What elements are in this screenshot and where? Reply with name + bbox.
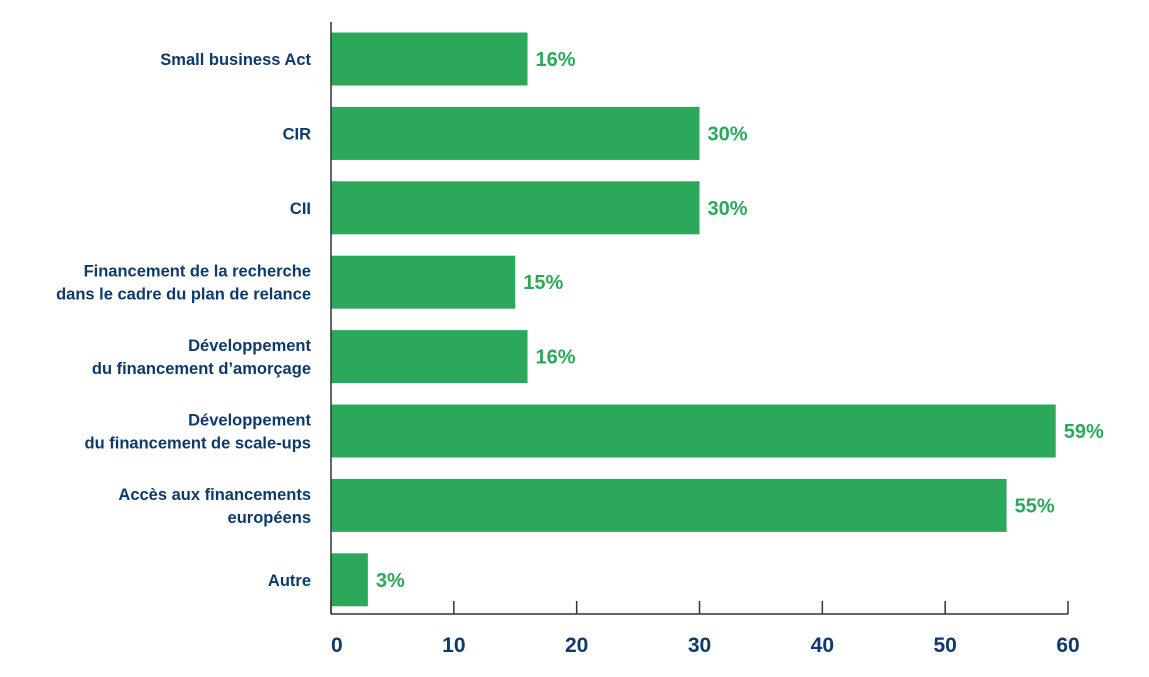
x-tick-label: 30 — [688, 634, 711, 657]
value-label: 16% — [536, 49, 576, 71]
value-label: 15% — [523, 272, 563, 294]
x-tick-label: 10 — [442, 634, 465, 657]
bar — [331, 32, 528, 86]
value-label: 30% — [708, 198, 748, 220]
bar — [331, 106, 700, 160]
x-tick-label: 60 — [1056, 634, 1079, 657]
x-tick-label: 50 — [933, 634, 956, 657]
category-label: CII — [290, 200, 311, 218]
category-label: Accès aux financements — [118, 486, 311, 504]
value-label: 3% — [376, 570, 405, 592]
bar — [331, 181, 700, 235]
category-label: dans le cadre du plan de relance — [56, 286, 311, 304]
category-label: Développement — [188, 337, 311, 355]
value-label: 16% — [536, 347, 576, 369]
bar — [331, 404, 1056, 458]
value-label: 59% — [1064, 421, 1104, 443]
value-labels: 16% 30% 30% 15% 16% 59% 55% 3% — [376, 49, 1104, 592]
bar — [331, 330, 528, 384]
category-label: du financement d’amorçage — [92, 360, 311, 378]
category-labels: Small business Act CIR CII Financement de l… — [56, 51, 311, 590]
category-label: CIR — [283, 125, 312, 143]
bar — [331, 255, 516, 309]
category-label: Développement — [188, 412, 311, 430]
category-label: du financement de scale-ups — [85, 435, 311, 453]
bar — [331, 478, 1007, 532]
x-tick-label: 40 — [811, 634, 834, 657]
category-label: européens — [228, 509, 311, 527]
axes: 0 10 20 30 40 50 60 — [330, 22, 1080, 657]
category-label: Small business Act — [160, 51, 311, 69]
bars — [331, 32, 1056, 607]
category-label: Autre — [268, 572, 311, 590]
x-tick-label: 0 — [331, 634, 343, 657]
bar — [331, 553, 368, 607]
value-label: 55% — [1015, 495, 1055, 517]
category-label: Financement de la recherche — [84, 263, 311, 281]
value-label: 30% — [708, 123, 748, 145]
x-tick-label: 20 — [565, 634, 588, 657]
